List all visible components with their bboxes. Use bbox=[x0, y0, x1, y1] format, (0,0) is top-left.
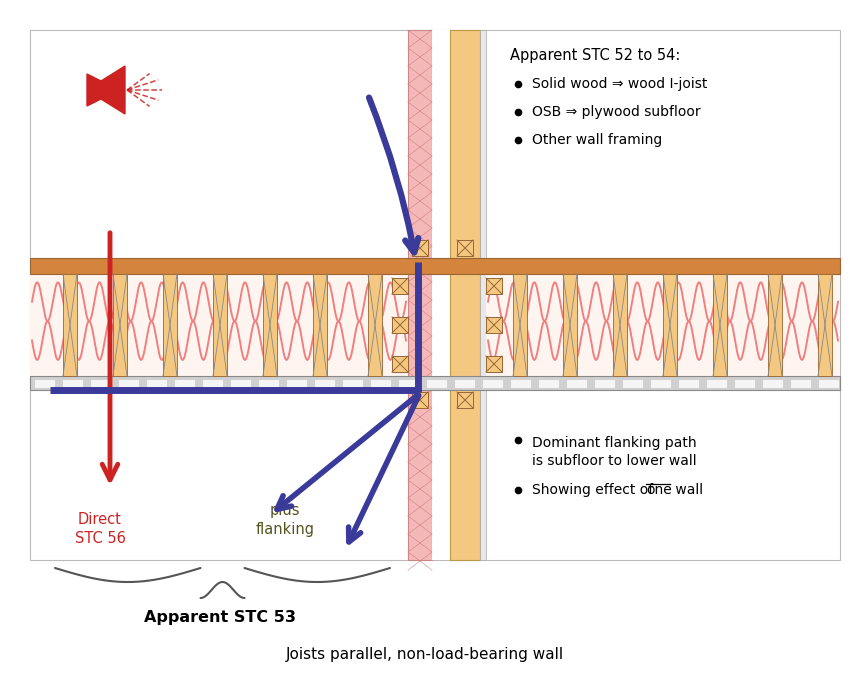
Bar bbox=[313, 274, 327, 376]
Bar bbox=[663, 274, 677, 376]
Bar bbox=[119, 380, 139, 388]
Bar bbox=[707, 380, 727, 388]
Bar bbox=[455, 380, 475, 388]
Bar bbox=[412, 392, 428, 408]
Bar bbox=[763, 380, 783, 388]
Polygon shape bbox=[101, 66, 125, 114]
Polygon shape bbox=[87, 74, 101, 106]
Bar bbox=[595, 380, 615, 388]
Bar bbox=[563, 274, 577, 376]
Text: OSB ⇒ plywood subfloor: OSB ⇒ plywood subfloor bbox=[532, 105, 700, 119]
Bar bbox=[486, 317, 502, 333]
Bar bbox=[457, 240, 473, 256]
Bar bbox=[203, 380, 223, 388]
Bar bbox=[315, 380, 335, 388]
Bar bbox=[486, 356, 502, 372]
Bar bbox=[287, 380, 307, 388]
Bar bbox=[175, 380, 195, 388]
Bar bbox=[412, 240, 428, 256]
Text: Showing effect of: Showing effect of bbox=[532, 483, 658, 497]
Bar bbox=[768, 274, 782, 376]
Bar bbox=[91, 380, 111, 388]
Bar bbox=[147, 380, 167, 388]
Bar bbox=[791, 380, 811, 388]
Text: Other wall framing: Other wall framing bbox=[532, 133, 662, 147]
Bar bbox=[263, 274, 277, 376]
Bar bbox=[486, 274, 840, 376]
Bar bbox=[539, 380, 559, 388]
Bar bbox=[486, 278, 502, 294]
Bar bbox=[213, 274, 227, 376]
Bar bbox=[679, 380, 699, 388]
Bar bbox=[371, 380, 391, 388]
Bar bbox=[567, 380, 587, 388]
Bar bbox=[623, 380, 643, 388]
Bar bbox=[392, 278, 408, 294]
Bar bbox=[259, 380, 279, 388]
Text: one: one bbox=[646, 483, 672, 497]
Bar bbox=[408, 30, 432, 560]
Bar bbox=[483, 380, 503, 388]
Text: Apparent STC 53: Apparent STC 53 bbox=[144, 610, 296, 625]
Bar bbox=[399, 380, 419, 388]
Bar bbox=[231, 380, 251, 388]
Bar bbox=[818, 274, 832, 376]
Bar bbox=[30, 376, 840, 390]
Bar bbox=[651, 380, 671, 388]
Bar bbox=[427, 380, 447, 388]
Bar bbox=[735, 380, 755, 388]
Bar bbox=[432, 30, 450, 560]
Bar bbox=[480, 30, 486, 560]
Text: wall: wall bbox=[671, 483, 703, 497]
Bar bbox=[511, 380, 531, 388]
Text: plus
flanking: plus flanking bbox=[256, 503, 314, 537]
Text: Solid wood ⇒ wood I-joist: Solid wood ⇒ wood I-joist bbox=[532, 77, 707, 91]
Bar bbox=[63, 274, 77, 376]
Bar bbox=[63, 380, 83, 388]
Bar bbox=[713, 274, 727, 376]
Bar bbox=[513, 274, 527, 376]
Bar bbox=[343, 380, 363, 388]
Bar bbox=[30, 258, 840, 274]
Bar bbox=[368, 274, 382, 376]
Text: Joists parallel, non-load-bearing wall: Joists parallel, non-load-bearing wall bbox=[286, 648, 564, 663]
Bar bbox=[819, 380, 839, 388]
Bar bbox=[457, 392, 473, 408]
Text: Dominant flanking path
is subfloor to lower wall: Dominant flanking path is subfloor to lo… bbox=[532, 436, 697, 468]
Bar bbox=[392, 356, 408, 372]
Bar bbox=[163, 274, 177, 376]
Bar bbox=[450, 30, 480, 560]
Bar bbox=[113, 274, 127, 376]
Bar bbox=[392, 317, 408, 333]
Text: Apparent STC 52 to 54:: Apparent STC 52 to 54: bbox=[510, 48, 680, 63]
Text: Direct
STC 56: Direct STC 56 bbox=[75, 512, 126, 545]
Bar bbox=[30, 30, 840, 560]
Bar bbox=[35, 380, 55, 388]
Bar bbox=[613, 274, 627, 376]
Bar bbox=[30, 274, 408, 376]
